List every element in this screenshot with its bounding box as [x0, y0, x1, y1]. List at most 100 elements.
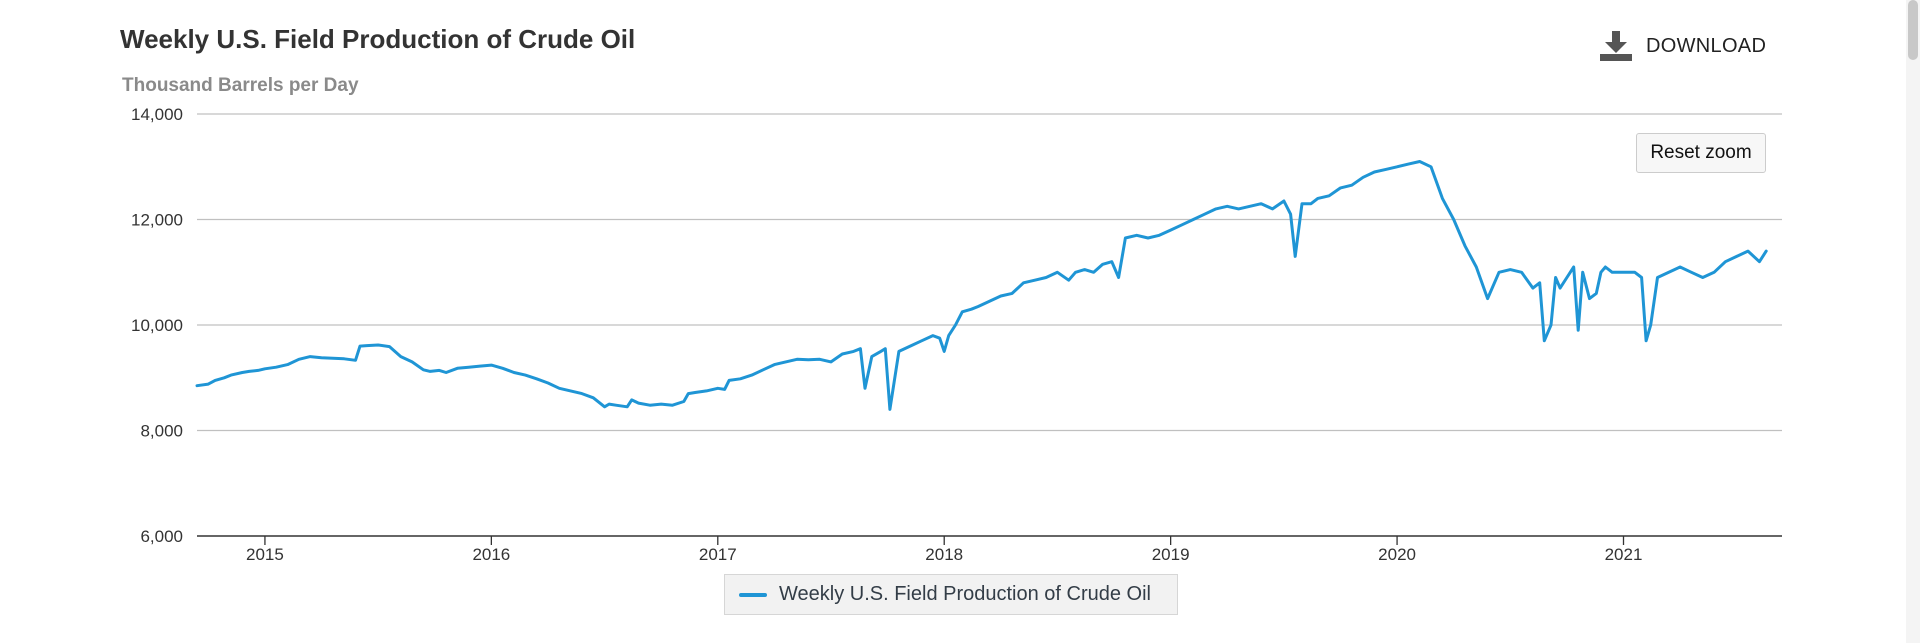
data-point[interactable]: [648, 404, 651, 407]
data-point[interactable]: [1554, 276, 1557, 279]
data-point[interactable]: [399, 355, 402, 358]
data-point[interactable]: [331, 357, 334, 360]
data-point[interactable]: [1735, 255, 1738, 258]
data-point[interactable]: [456, 367, 459, 370]
data-point[interactable]: [938, 337, 941, 340]
data-point[interactable]: [807, 358, 810, 361]
data-point[interactable]: [1147, 236, 1150, 239]
data-point[interactable]: [977, 305, 980, 308]
data-point[interactable]: [429, 370, 432, 373]
data-point[interactable]: [1092, 271, 1095, 274]
data-point[interactable]: [879, 350, 882, 353]
data-point[interactable]: [947, 334, 950, 337]
data-point[interactable]: [1169, 229, 1172, 232]
data-point[interactable]: [1724, 260, 1727, 263]
data-point[interactable]: [608, 403, 611, 406]
data-point[interactable]: [286, 363, 289, 366]
data-point[interactable]: [1310, 202, 1313, 205]
data-point[interactable]: [1237, 207, 1240, 210]
data-point[interactable]: [682, 400, 685, 403]
data-point[interactable]: [411, 360, 414, 363]
data-point[interactable]: [671, 404, 674, 407]
data-point[interactable]: [297, 358, 300, 361]
data-point[interactable]: [275, 366, 278, 369]
data-point[interactable]: [241, 371, 244, 374]
data-point[interactable]: [1407, 163, 1410, 166]
data-point[interactable]: [535, 377, 538, 380]
data-point[interactable]: [841, 353, 844, 356]
data-point[interactable]: [354, 359, 357, 362]
data-point[interactable]: [558, 387, 561, 390]
data-point[interactable]: [1765, 250, 1768, 253]
data-point[interactable]: [467, 366, 470, 369]
data-point[interactable]: [784, 360, 787, 363]
data-point[interactable]: [830, 360, 833, 363]
data-point[interactable]: [1464, 244, 1467, 247]
data-point[interactable]: [660, 403, 663, 406]
data-point[interactable]: [263, 367, 266, 370]
data-point[interactable]: [1384, 168, 1387, 171]
data-point[interactable]: [1373, 171, 1376, 174]
data-point[interactable]: [445, 371, 448, 374]
data-point[interactable]: [1214, 207, 1217, 210]
data-point[interactable]: [1588, 297, 1591, 300]
data-point[interactable]: [1226, 205, 1229, 208]
legend-item[interactable]: Weekly U.S. Field Production of Crude Oi…: [724, 574, 1178, 615]
data-point[interactable]: [479, 365, 482, 368]
data-point[interactable]: [1300, 202, 1303, 205]
data-point[interactable]: [943, 350, 946, 353]
data-point[interactable]: [1452, 218, 1455, 221]
data-point[interactable]: [626, 405, 629, 408]
data-point[interactable]: [988, 300, 991, 303]
data-point[interactable]: [438, 369, 441, 372]
data-point[interactable]: [490, 364, 493, 367]
data-point[interactable]: [954, 324, 957, 327]
data-point[interactable]: [1497, 271, 1500, 274]
data-point[interactable]: [1649, 324, 1652, 327]
data-point[interactable]: [818, 358, 821, 361]
data-point[interactable]: [1656, 276, 1659, 279]
data-point[interactable]: [852, 350, 855, 353]
data-point[interactable]: [1011, 292, 1014, 295]
data-point[interactable]: [920, 339, 923, 342]
data-point[interactable]: [1543, 339, 1546, 342]
data-point[interactable]: [1339, 186, 1342, 189]
data-point[interactable]: [513, 371, 516, 374]
data-point[interactable]: [1271, 207, 1274, 210]
data-point[interactable]: [1056, 271, 1059, 274]
data-point[interactable]: [1475, 265, 1478, 268]
data-point[interactable]: [796, 358, 799, 361]
data-point[interactable]: [214, 379, 217, 382]
scrollbar-thumb[interactable]: [1908, 0, 1918, 60]
download-button[interactable]: DOWNLOAD: [1600, 28, 1766, 64]
data-point[interactable]: [1611, 271, 1614, 274]
data-point[interactable]: [1633, 271, 1636, 274]
data-point[interactable]: [888, 408, 891, 411]
data-point[interactable]: [207, 383, 210, 386]
data-point[interactable]: [762, 368, 765, 371]
data-point[interactable]: [524, 374, 527, 377]
data-point[interactable]: [1430, 165, 1433, 168]
data-point[interactable]: [1124, 236, 1127, 239]
data-point[interactable]: [961, 310, 964, 313]
data-point[interactable]: [1135, 234, 1138, 237]
data-point[interactable]: [884, 347, 887, 350]
data-point[interactable]: [1667, 271, 1670, 274]
data-point[interactable]: [1581, 271, 1584, 274]
data-point[interactable]: [1538, 281, 1541, 284]
data-point[interactable]: [1101, 263, 1104, 266]
data-point[interactable]: [1701, 276, 1704, 279]
data-point[interactable]: [1418, 160, 1421, 163]
data-point[interactable]: [1192, 218, 1195, 221]
data-point[interactable]: [248, 370, 251, 373]
data-point[interactable]: [897, 350, 900, 353]
data-point[interactable]: [614, 404, 617, 407]
data-point[interactable]: [1110, 260, 1113, 263]
data-point[interactable]: [1565, 276, 1568, 279]
data-point[interactable]: [1531, 287, 1534, 290]
data-point[interactable]: [257, 369, 260, 372]
data-point[interactable]: [637, 402, 640, 405]
data-point[interactable]: [1572, 265, 1575, 268]
data-point[interactable]: [1294, 255, 1297, 258]
